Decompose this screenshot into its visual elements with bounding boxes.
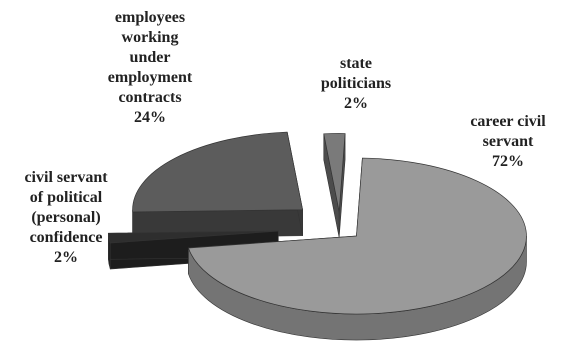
slice-percent-2: 24% [134, 109, 166, 126]
slice-label-2: employees working under employment contracts… [108, 9, 193, 126]
slice-label-line-3-0: state [340, 55, 372, 72]
pie-slice-top-1 [107, 230, 279, 244]
slice-percent-0: 72% [492, 153, 524, 170]
pie-slice-top-2 [132, 131, 304, 213]
slice-percent-3: 2% [344, 95, 368, 112]
slice-percent-1: 2% [54, 249, 78, 266]
slice-label-line-2-1: working [122, 29, 179, 46]
pie-slice-top-3 [323, 133, 346, 212]
pie-slice-top-0 [187, 157, 527, 315]
pie-slice-0 [187, 157, 527, 341]
slice-label-line-2-3: employment [108, 69, 193, 86]
slice-label-line-3-1: politicians [321, 75, 391, 92]
slice-label-3: state politicians 2% [321, 55, 391, 112]
slice-label-line-0-0: career civil [470, 113, 546, 130]
slice-label-0: career civil servant 72% [470, 113, 546, 170]
slice-label-line-2-2: under [130, 49, 171, 66]
slice-label-line-1-2: (personal) [31, 209, 100, 226]
slice-label-line-0-1: servant [483, 133, 534, 150]
slice-label-1: civil servant of political (personal) confi… [24, 169, 108, 266]
slice-label-line-2-4: contracts [118, 89, 181, 106]
pie-slice-2 [132, 131, 304, 239]
slice-label-line-1-3: confidence [30, 229, 103, 246]
pie-slice-3 [323, 133, 346, 238]
slice-label-line-2-0: employees [115, 9, 185, 26]
slice-label-line-1-1: of political [30, 189, 103, 206]
slice-label-line-1-0: civil servant [24, 169, 108, 186]
